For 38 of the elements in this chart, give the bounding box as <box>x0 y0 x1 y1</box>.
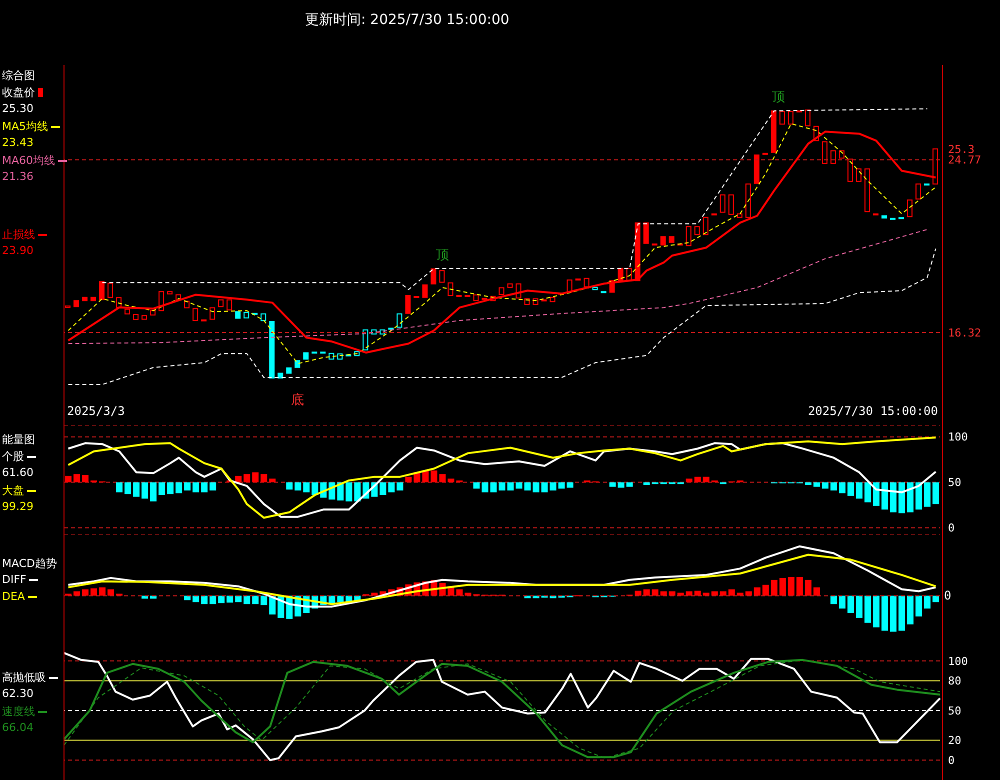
legend-label: DIFF <box>2 573 26 586</box>
chart-title: 综合图 <box>2 68 35 83</box>
legend-label: MA5均线 <box>2 119 48 134</box>
legend-label: 大盘 <box>2 483 24 498</box>
text: 62.30 <box>2 687 34 700</box>
y-tick-label: 25.3 <box>948 142 974 156</box>
annotation: 2025/7/30 15:00:00 <box>808 404 938 418</box>
text: 66.04 <box>2 721 34 734</box>
y-tick-label: 24.77 <box>948 154 982 167</box>
y-tick-label: 80 <box>948 674 962 688</box>
annotation: 底 <box>291 392 304 409</box>
text: 21.36 <box>2 170 34 183</box>
legend-label: 速度线 <box>2 704 35 719</box>
text: 23.90 <box>2 244 34 257</box>
text: 99.29 <box>2 500 34 513</box>
legend-label: DEA <box>2 590 25 603</box>
text: 61.60 <box>2 466 34 479</box>
y-tick-label: 20 <box>948 734 962 748</box>
legend-label: 个股 <box>2 449 24 464</box>
text: MACD趋势 <box>2 556 57 571</box>
text: 23.43 <box>2 136 34 149</box>
y-tick-label: 0 <box>948 754 955 768</box>
y-tick-label: 50 <box>948 704 962 718</box>
legend-label: 收盘价 <box>2 85 35 100</box>
y-tick-label: 16.32 <box>948 326 982 340</box>
legend-label: 高抛低吸 <box>2 670 46 685</box>
annotation: 顶 <box>436 247 449 264</box>
y-tick-label: 100 <box>948 430 968 444</box>
legend-label: 止损线 <box>2 227 35 242</box>
y-tick-label: 50 <box>948 476 962 490</box>
text: 25.30 <box>2 102 34 115</box>
y-tick-label: 100 <box>948 654 968 668</box>
annotation: 2025/3/3 <box>67 404 125 418</box>
chart-subtitle: 更新时间: 2025/7/30 15:00:00 <box>305 11 510 29</box>
y-tick-label: 0 <box>948 522 955 535</box>
annotation: 顶 <box>772 89 785 106</box>
text: 能量图 <box>2 432 35 447</box>
legend-label: MA60均线 <box>2 153 56 168</box>
